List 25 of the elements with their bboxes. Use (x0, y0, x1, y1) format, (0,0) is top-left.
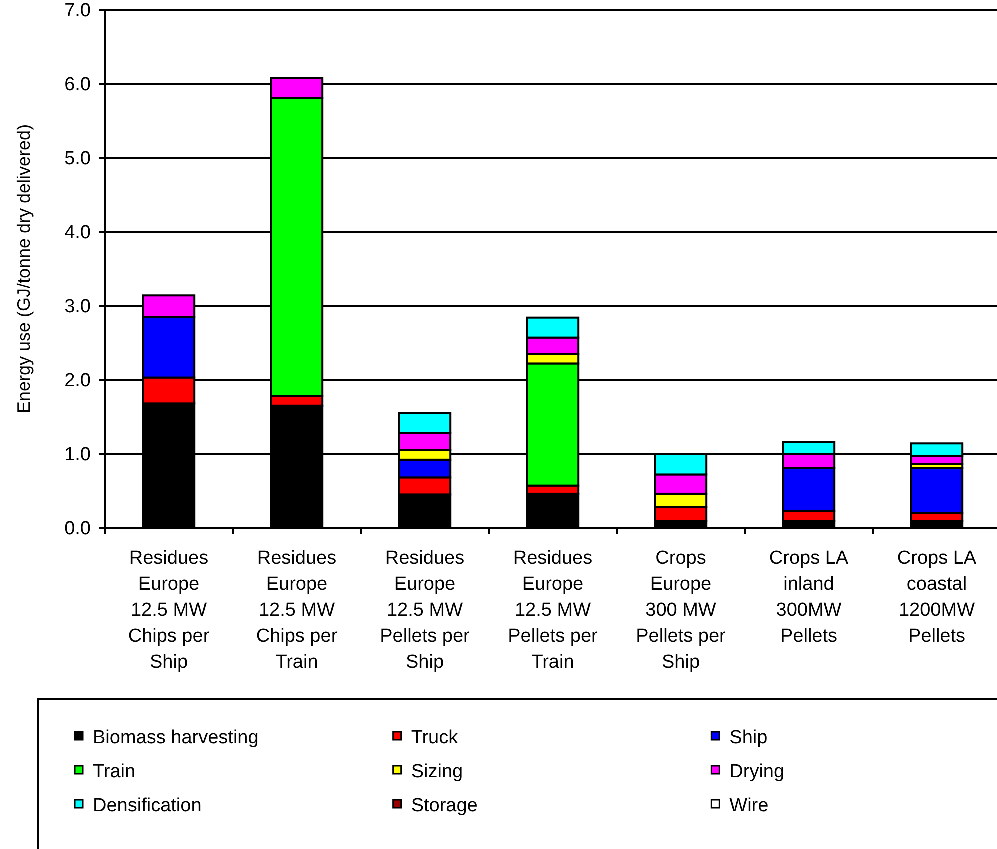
y-tick-label: 5.0 (64, 148, 91, 170)
x-tick-label: Crops LA coastal 1200MW Pellets (897, 548, 977, 647)
legend-label: Densification (93, 796, 202, 817)
y-tick-label: 6.0 (64, 74, 91, 96)
x-tick-label: Crops Europe 300 MW Pellets per Ship (636, 548, 727, 673)
y-tick-label: 3.0 (64, 296, 91, 318)
legend-label: Biomass harvesting (93, 728, 259, 749)
y-axis-title: Energy use (GJ/tonne dry delivered) (14, 124, 34, 414)
legend-label: Wire (730, 796, 769, 817)
legend-label: Sizing (411, 762, 464, 783)
legend-label: Truck (411, 728, 459, 749)
x-tick-label: Residues Europe 12.5 MW Pellets per Ship (380, 548, 471, 673)
y-tick-label: 2.0 (64, 370, 91, 392)
x-tick-label: Residues Europe 12.5 MW Pellets per Train (508, 548, 599, 673)
x-tick-label: Residues Europe 12.5 MW Chips per Ship (128, 548, 210, 673)
legend-label: Train (93, 762, 136, 783)
legend-label: Ship (730, 728, 768, 749)
x-tick-label: Residues Europe 12.5 MW Chips per Train (256, 548, 338, 673)
y-tick-label: 4.0 (64, 222, 91, 244)
y-tick-label: 0.0 (64, 518, 91, 540)
legend-label: Drying (730, 762, 785, 783)
y-tick-label: 7.0 (64, 0, 91, 22)
x-tick-label: Crops LA inland 300MW Pellets (769, 548, 849, 647)
legend-label: Storage (411, 796, 478, 817)
y-tick-label: 1.0 (64, 444, 91, 466)
